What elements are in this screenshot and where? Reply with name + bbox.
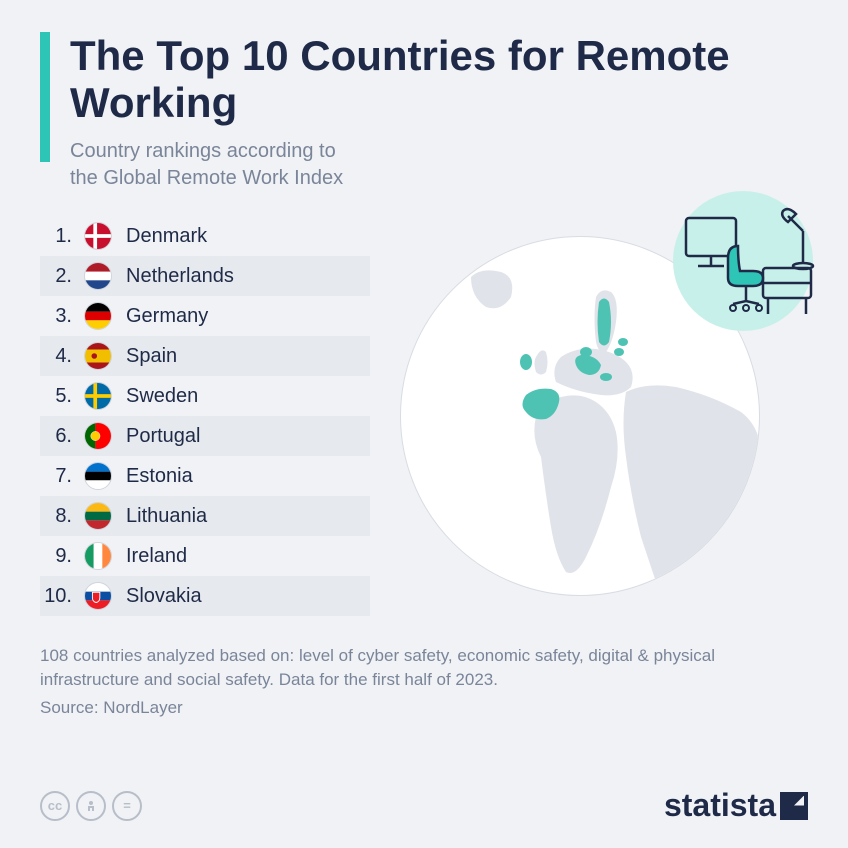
rank-number: 4. [42, 345, 80, 368]
ranking-row: 3. Germany [40, 296, 370, 336]
flag-icon [84, 222, 112, 250]
source: Source: NordLayer [40, 698, 808, 718]
ranking-row: 1. Denmark [40, 216, 370, 256]
ranking-row: 5. Sweden [40, 376, 370, 416]
rank-number: 1. [42, 225, 80, 248]
rank-number: 9. [42, 545, 80, 568]
flag-icon [84, 382, 112, 410]
rank-number: 2. [42, 265, 80, 288]
ranking-row: 2. Netherlands [40, 256, 370, 296]
rank-number: 5. [42, 385, 80, 408]
accent-bar [40, 32, 50, 162]
flag-icon [84, 302, 112, 330]
cc-icon: cc [40, 791, 70, 821]
ranking-row: 6. Portugal [40, 416, 370, 456]
flag-icon [84, 262, 112, 290]
rank-number: 7. [42, 465, 80, 488]
country-name: Netherlands [126, 265, 234, 288]
map-area [390, 216, 808, 616]
flag-icon [84, 422, 112, 450]
flag-icon [84, 462, 112, 490]
rank-number: 10. [42, 585, 80, 608]
page-title: The Top 10 Countries for Remote Working [70, 32, 808, 126]
rank-number: 3. [42, 305, 80, 328]
country-name: Germany [126, 305, 208, 328]
ranking-row: 7. Estonia [40, 456, 370, 496]
rank-number: 6. [42, 425, 80, 448]
ranking-list: 1. Denmark 2. Netherlands 3. Germany 4. … [40, 216, 370, 616]
flag-icon [84, 542, 112, 570]
country-name: Ireland [126, 545, 187, 568]
country-name: Spain [126, 345, 177, 368]
footnote: 108 countries analyzed based on: level o… [40, 644, 808, 692]
country-name: Slovakia [126, 585, 202, 608]
cc-license-icons: cc = [40, 791, 142, 821]
flag-icon [84, 502, 112, 530]
rank-number: 8. [42, 505, 80, 528]
country-name: Estonia [126, 465, 193, 488]
by-icon [76, 791, 106, 821]
flag-icon [84, 582, 112, 610]
subtitle: Country rankings according tothe Global … [70, 138, 808, 192]
ranking-row: 4. Spain [40, 336, 370, 376]
country-name: Portugal [126, 425, 201, 448]
ranking-row: 8. Lithuania [40, 496, 370, 536]
country-name: Denmark [126, 225, 207, 248]
nd-icon: = [112, 791, 142, 821]
ranking-row: 9. Ireland [40, 536, 370, 576]
country-name: Sweden [126, 385, 198, 408]
desk-illustration [668, 186, 818, 336]
country-name: Lithuania [126, 505, 207, 528]
flag-icon [84, 342, 112, 370]
ranking-row: 10. Slovakia [40, 576, 370, 616]
header: The Top 10 Countries for Remote Working … [40, 32, 808, 192]
statista-logo: statista [664, 787, 808, 824]
